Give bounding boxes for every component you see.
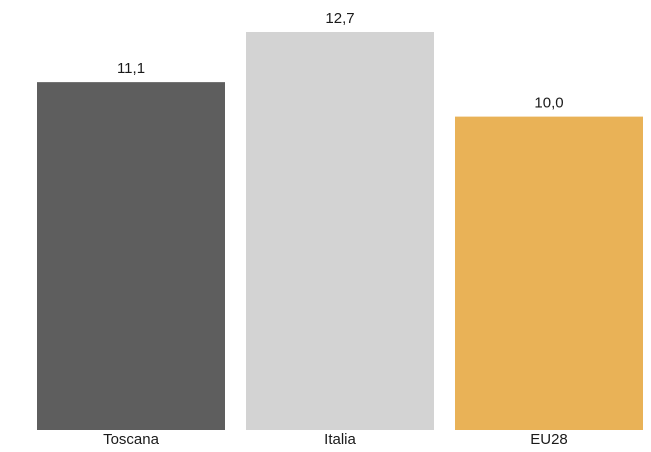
category-label-eu28: EU28 xyxy=(530,431,568,447)
bar-eu28 xyxy=(455,116,643,431)
bars-layer xyxy=(37,32,643,431)
value-label-eu28: 10,0 xyxy=(534,95,563,112)
value-label-italia: 12,7 xyxy=(325,10,354,27)
bar-italia xyxy=(246,32,434,430)
category-labels-layer: Toscana Italia EU28 xyxy=(103,431,568,448)
value-label-toscana: 11,1 xyxy=(117,60,145,77)
bar-toscana xyxy=(37,82,225,431)
category-label-italia: Italia xyxy=(324,431,356,447)
value-labels-layer: 11,1 12,7 10,0 xyxy=(117,10,564,112)
category-label-toscana: Toscana xyxy=(103,431,160,447)
